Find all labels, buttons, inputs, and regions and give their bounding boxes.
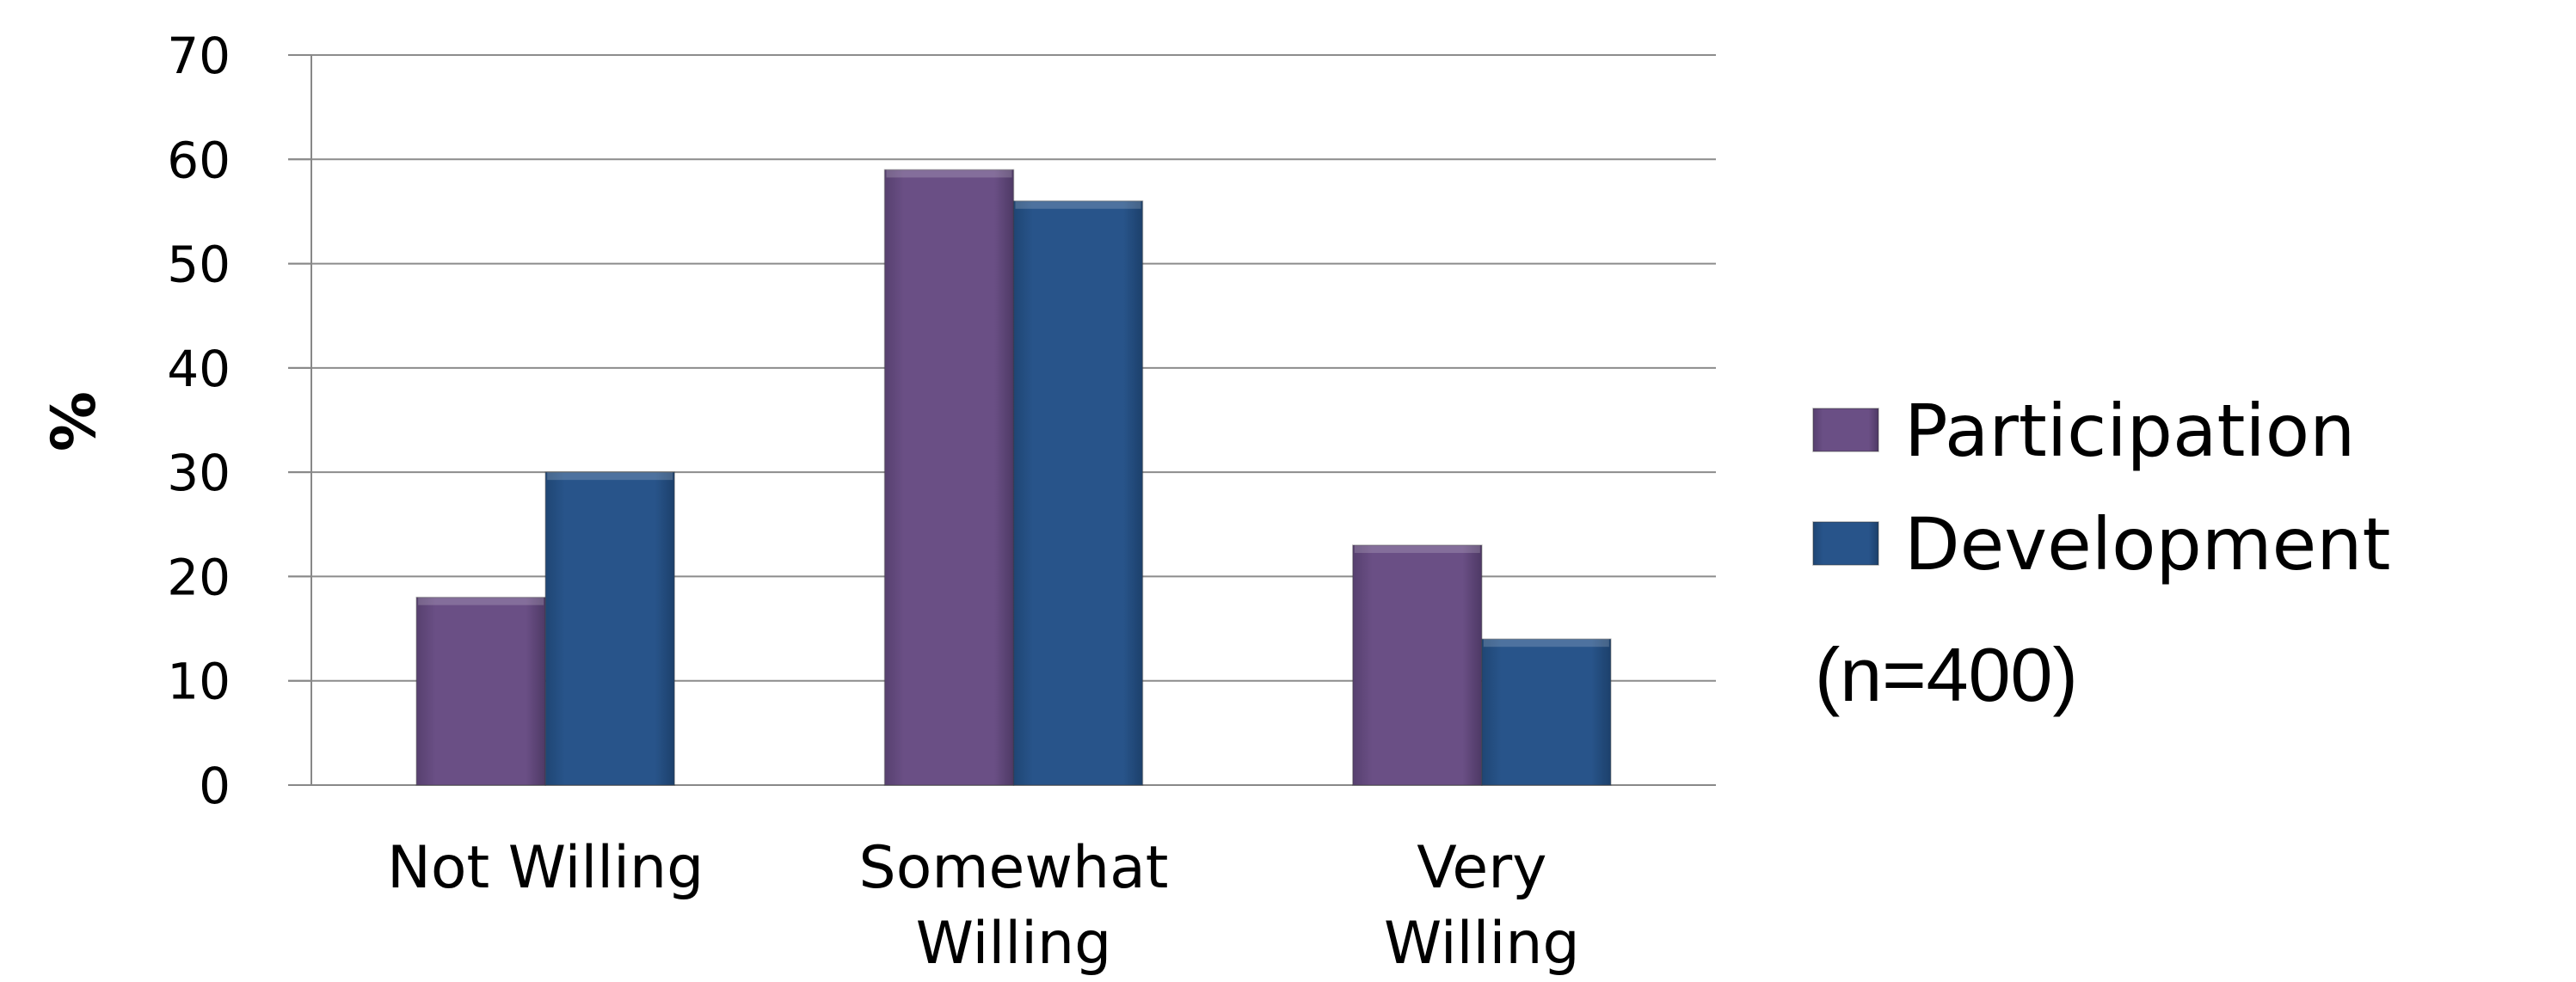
y-tick-label: 60 [167,131,231,189]
bar-top-bevel [1483,639,1609,648]
bar-top-bevel [547,472,673,481]
y-tick-label: 0 [199,757,231,815]
x-category-label: Somewhat Willing [859,834,1169,978]
x-category-label: Very Willing [1384,834,1580,978]
bar-development-1 [1012,200,1144,786]
legend-swatch-development [1812,521,1879,566]
legend-label-development: Development [1904,502,2390,586]
bar-development-0 [544,471,675,786]
bar-participation-2 [1352,544,1483,786]
bar-top-bevel [1015,200,1141,209]
x-category-label: Not Willing [387,834,704,902]
y-tick-label: 70 [167,27,231,85]
y-axis-ticks: 0 10 20 30 40 50 60 70 [167,27,311,815]
bar-participation-1 [883,169,1015,786]
y-tick-label: 50 [167,236,231,294]
y-tick-label: 40 [167,340,231,398]
bar-top-bevel [1354,545,1480,554]
y-axis-title: % [39,391,109,451]
y-tick-label: 30 [167,444,231,502]
bar-top-bevel [418,597,544,605]
y-tick-label: 10 [167,653,231,711]
bar-development-2 [1481,638,1612,786]
category-labels: Not Willing Somewhat Willing Very Willing [387,834,1580,978]
bars [415,169,1612,786]
y-tick-label: 20 [167,548,231,606]
legend: Participation Development [1812,389,2390,586]
bar-participation-0 [415,596,546,786]
legend-label-participation: Participation [1904,389,2355,473]
sample-size-note: (n=400) [1815,632,2078,717]
legend-swatch-participation [1812,408,1879,452]
bar-top-bevel [886,169,1012,178]
